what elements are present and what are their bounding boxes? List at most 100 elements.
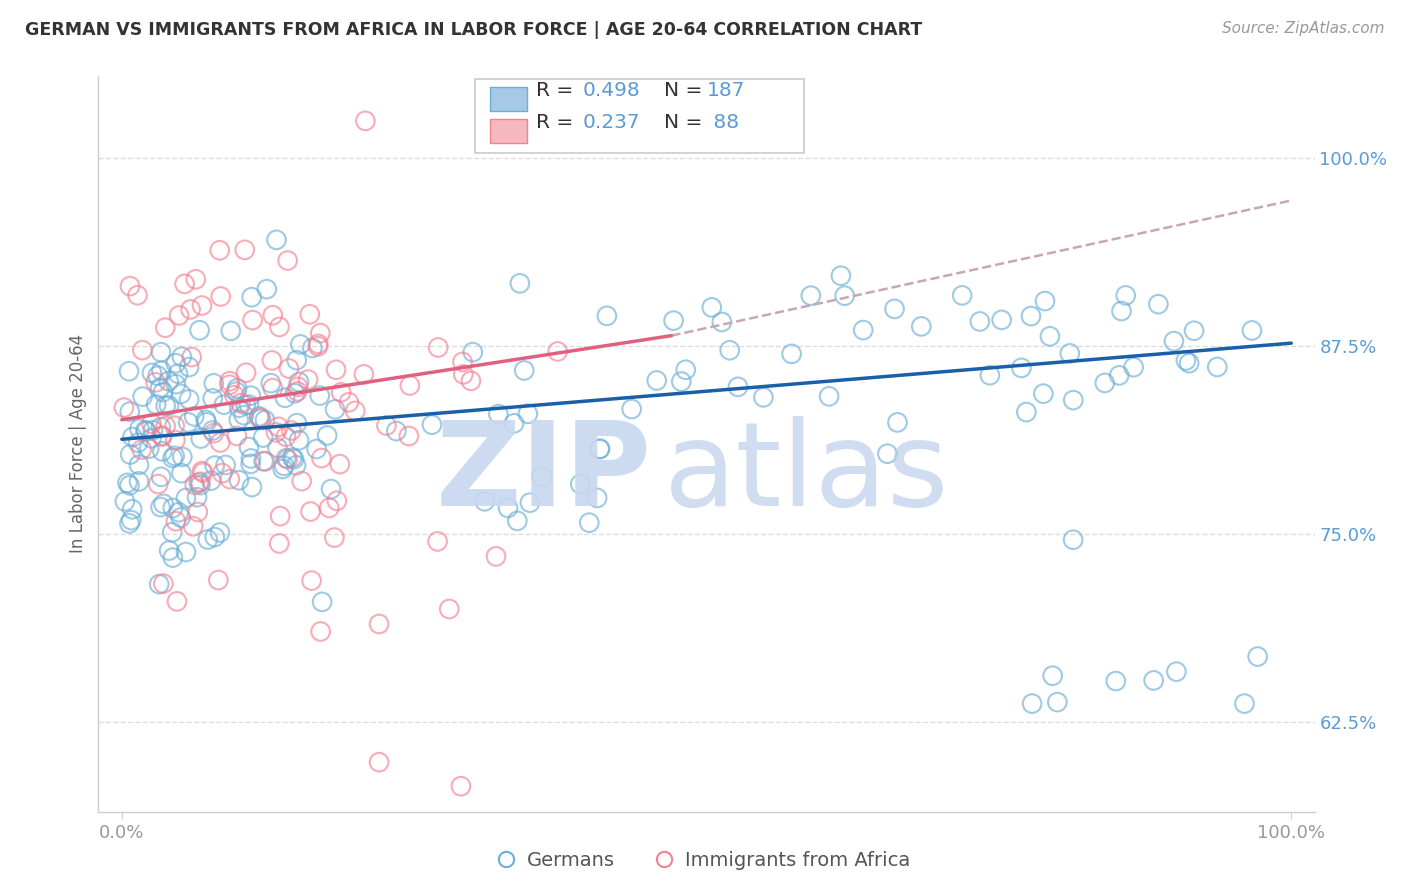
Point [269, 320, 291, 334]
Point [1206, 359, 1229, 374]
Point [800, 288, 823, 302]
Point [242, 313, 264, 327]
Point [209, 289, 232, 303]
Point [190, 478, 212, 492]
Point [155, 320, 177, 334]
Point [780, 347, 803, 361]
Point [152, 497, 174, 511]
Point [191, 466, 214, 480]
Text: N =: N = [664, 81, 709, 100]
Point [710, 315, 733, 329]
Point [167, 505, 190, 519]
Point [385, 424, 408, 438]
FancyBboxPatch shape [475, 79, 804, 153]
Legend: Germans, Immigrants from Africa: Germans, Immigrants from Africa [488, 843, 918, 878]
Point [287, 380, 309, 394]
Point [297, 373, 319, 387]
Point [727, 380, 749, 394]
Point [910, 319, 932, 334]
Point [486, 407, 509, 421]
Point [326, 493, 349, 508]
Point [197, 533, 219, 547]
Point [1233, 697, 1256, 711]
Point [141, 417, 163, 431]
Point [232, 408, 254, 422]
Text: R =: R = [536, 81, 579, 100]
Point [163, 418, 186, 433]
Point [309, 326, 332, 340]
Point [152, 576, 174, 591]
Point [280, 424, 302, 438]
Point [201, 392, 224, 406]
Point [1147, 297, 1170, 311]
Point [204, 458, 226, 473]
Point [191, 464, 214, 478]
Point [183, 409, 205, 424]
Point [262, 308, 284, 322]
Point [1062, 533, 1084, 547]
Point [1094, 376, 1116, 390]
Point [127, 435, 149, 450]
Point [128, 475, 150, 489]
Point [204, 530, 226, 544]
Point [186, 490, 208, 504]
Point [174, 545, 197, 559]
Point [337, 395, 360, 409]
Point [662, 313, 685, 327]
Point [228, 412, 250, 426]
Point [353, 368, 375, 382]
Point [239, 457, 262, 471]
Text: GERMAN VS IMMIGRANTS FROM AFRICA IN LABOR FORCE | AGE 20-64 CORRELATION CHART: GERMAN VS IMMIGRANTS FROM AFRICA IN LABO… [25, 21, 922, 39]
Point [187, 475, 209, 490]
Point [278, 361, 301, 376]
Point [238, 398, 260, 412]
Point [1105, 674, 1128, 689]
Point [311, 451, 333, 466]
Point [190, 432, 212, 446]
Y-axis label: In Labor Force | Age 20-64: In Labor Force | Age 20-64 [69, 334, 87, 553]
Point [969, 314, 991, 328]
Point [274, 451, 297, 466]
Point [427, 341, 450, 355]
Point [1039, 329, 1062, 343]
Point [519, 496, 541, 510]
Point [157, 543, 180, 558]
Point [250, 411, 273, 425]
Point [290, 337, 312, 351]
Point [252, 431, 274, 445]
Point [834, 288, 856, 302]
Point [586, 491, 609, 505]
Point [253, 413, 276, 427]
Point [127, 288, 149, 302]
Point [173, 277, 195, 291]
Point [426, 534, 449, 549]
Point [1015, 405, 1038, 419]
Point [1019, 309, 1042, 323]
Point [308, 389, 330, 403]
Point [307, 339, 329, 353]
Point [671, 375, 693, 389]
Point [474, 494, 496, 508]
Point [121, 502, 143, 516]
Point [149, 381, 172, 395]
Point [167, 309, 190, 323]
Point [118, 279, 141, 293]
Point [218, 472, 240, 486]
Point [252, 454, 274, 468]
Point [239, 451, 262, 466]
Point [228, 473, 250, 487]
Point [240, 480, 263, 494]
Point [157, 374, 180, 388]
Point [950, 288, 973, 302]
Point [138, 442, 160, 456]
Point [224, 388, 246, 402]
Point [485, 549, 508, 564]
Point [399, 378, 422, 392]
Point [225, 384, 247, 399]
Point [1111, 304, 1133, 318]
Point [180, 350, 202, 364]
Point [117, 475, 139, 490]
Point [323, 402, 346, 417]
Point [200, 474, 222, 488]
Point [170, 387, 193, 401]
